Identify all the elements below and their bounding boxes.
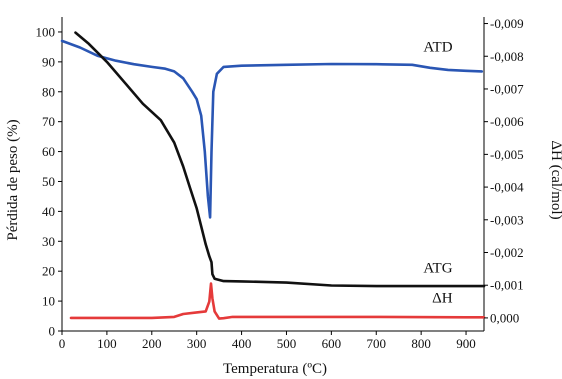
y-left-tick-label: 40 [42, 204, 55, 219]
series-label-layer: ATD ATG ΔH [423, 39, 452, 306]
y-left-tick-label: 70 [42, 114, 55, 129]
x-tick-label: 300 [187, 336, 207, 351]
series-label: ATD [423, 39, 452, 55]
y-left-tick-label: 50 [42, 174, 55, 189]
tick-layer: 0 100 200 300 400 500 600 700 800 900 0 10 20 30 40 50 6… [36, 16, 525, 351]
y-left-tick-label: 10 [42, 294, 55, 309]
y-right-tick-label: -0,006 [490, 114, 524, 129]
y-left-tick-label: 100 [36, 24, 56, 39]
y-right-tick-label: 0,000 [490, 310, 519, 325]
y-left-tick-label: 20 [42, 264, 55, 279]
x-tick-label: 100 [97, 336, 117, 351]
y-left-tick-label: 0 [49, 324, 56, 339]
y-left-tick-label: 30 [42, 234, 55, 249]
series-label: ATG [423, 261, 452, 277]
x-tick-label: 600 [322, 336, 342, 351]
y-left-tick-label: 90 [42, 54, 55, 69]
y-right-tick-label: -0,002 [490, 245, 524, 260]
x-tick-label: 900 [456, 336, 476, 351]
x-tick-label: 500 [277, 336, 297, 351]
x-tick-label: 0 [59, 336, 66, 351]
series-label: ΔH [432, 291, 453, 307]
y-left-tick-label: 80 [42, 84, 55, 99]
y-right-tick-label: -0,005 [490, 147, 524, 162]
x-tick-label: 400 [232, 336, 252, 351]
y-axis-left-title: Pérdida de peso (%) [5, 119, 21, 240]
y-right-tick-label: -0,004 [490, 180, 524, 195]
y-right-tick-label: -0,007 [490, 81, 524, 96]
x-axis-title: Temperatura (ºC) [223, 361, 327, 377]
y-left-tick-label: 60 [42, 144, 55, 159]
x-tick-label: 800 [411, 336, 431, 351]
y-right-tick-label: -0,009 [490, 16, 524, 31]
y-right-tick-label: -0,008 [490, 49, 524, 64]
x-tick-label: 200 [142, 336, 162, 351]
series-line-atd [60, 39, 484, 219]
chart-frame [61, 17, 485, 332]
x-tick-label: 700 [367, 336, 387, 351]
y-right-tick-label: -0,003 [490, 212, 524, 227]
series-layer [60, 31, 486, 320]
y-right-tick-label: -0,001 [490, 278, 524, 293]
series-line-atg [74, 31, 486, 288]
series-line-h [69, 282, 486, 320]
y-axis-right-title: ΔH (cal/mol) [548, 140, 562, 219]
